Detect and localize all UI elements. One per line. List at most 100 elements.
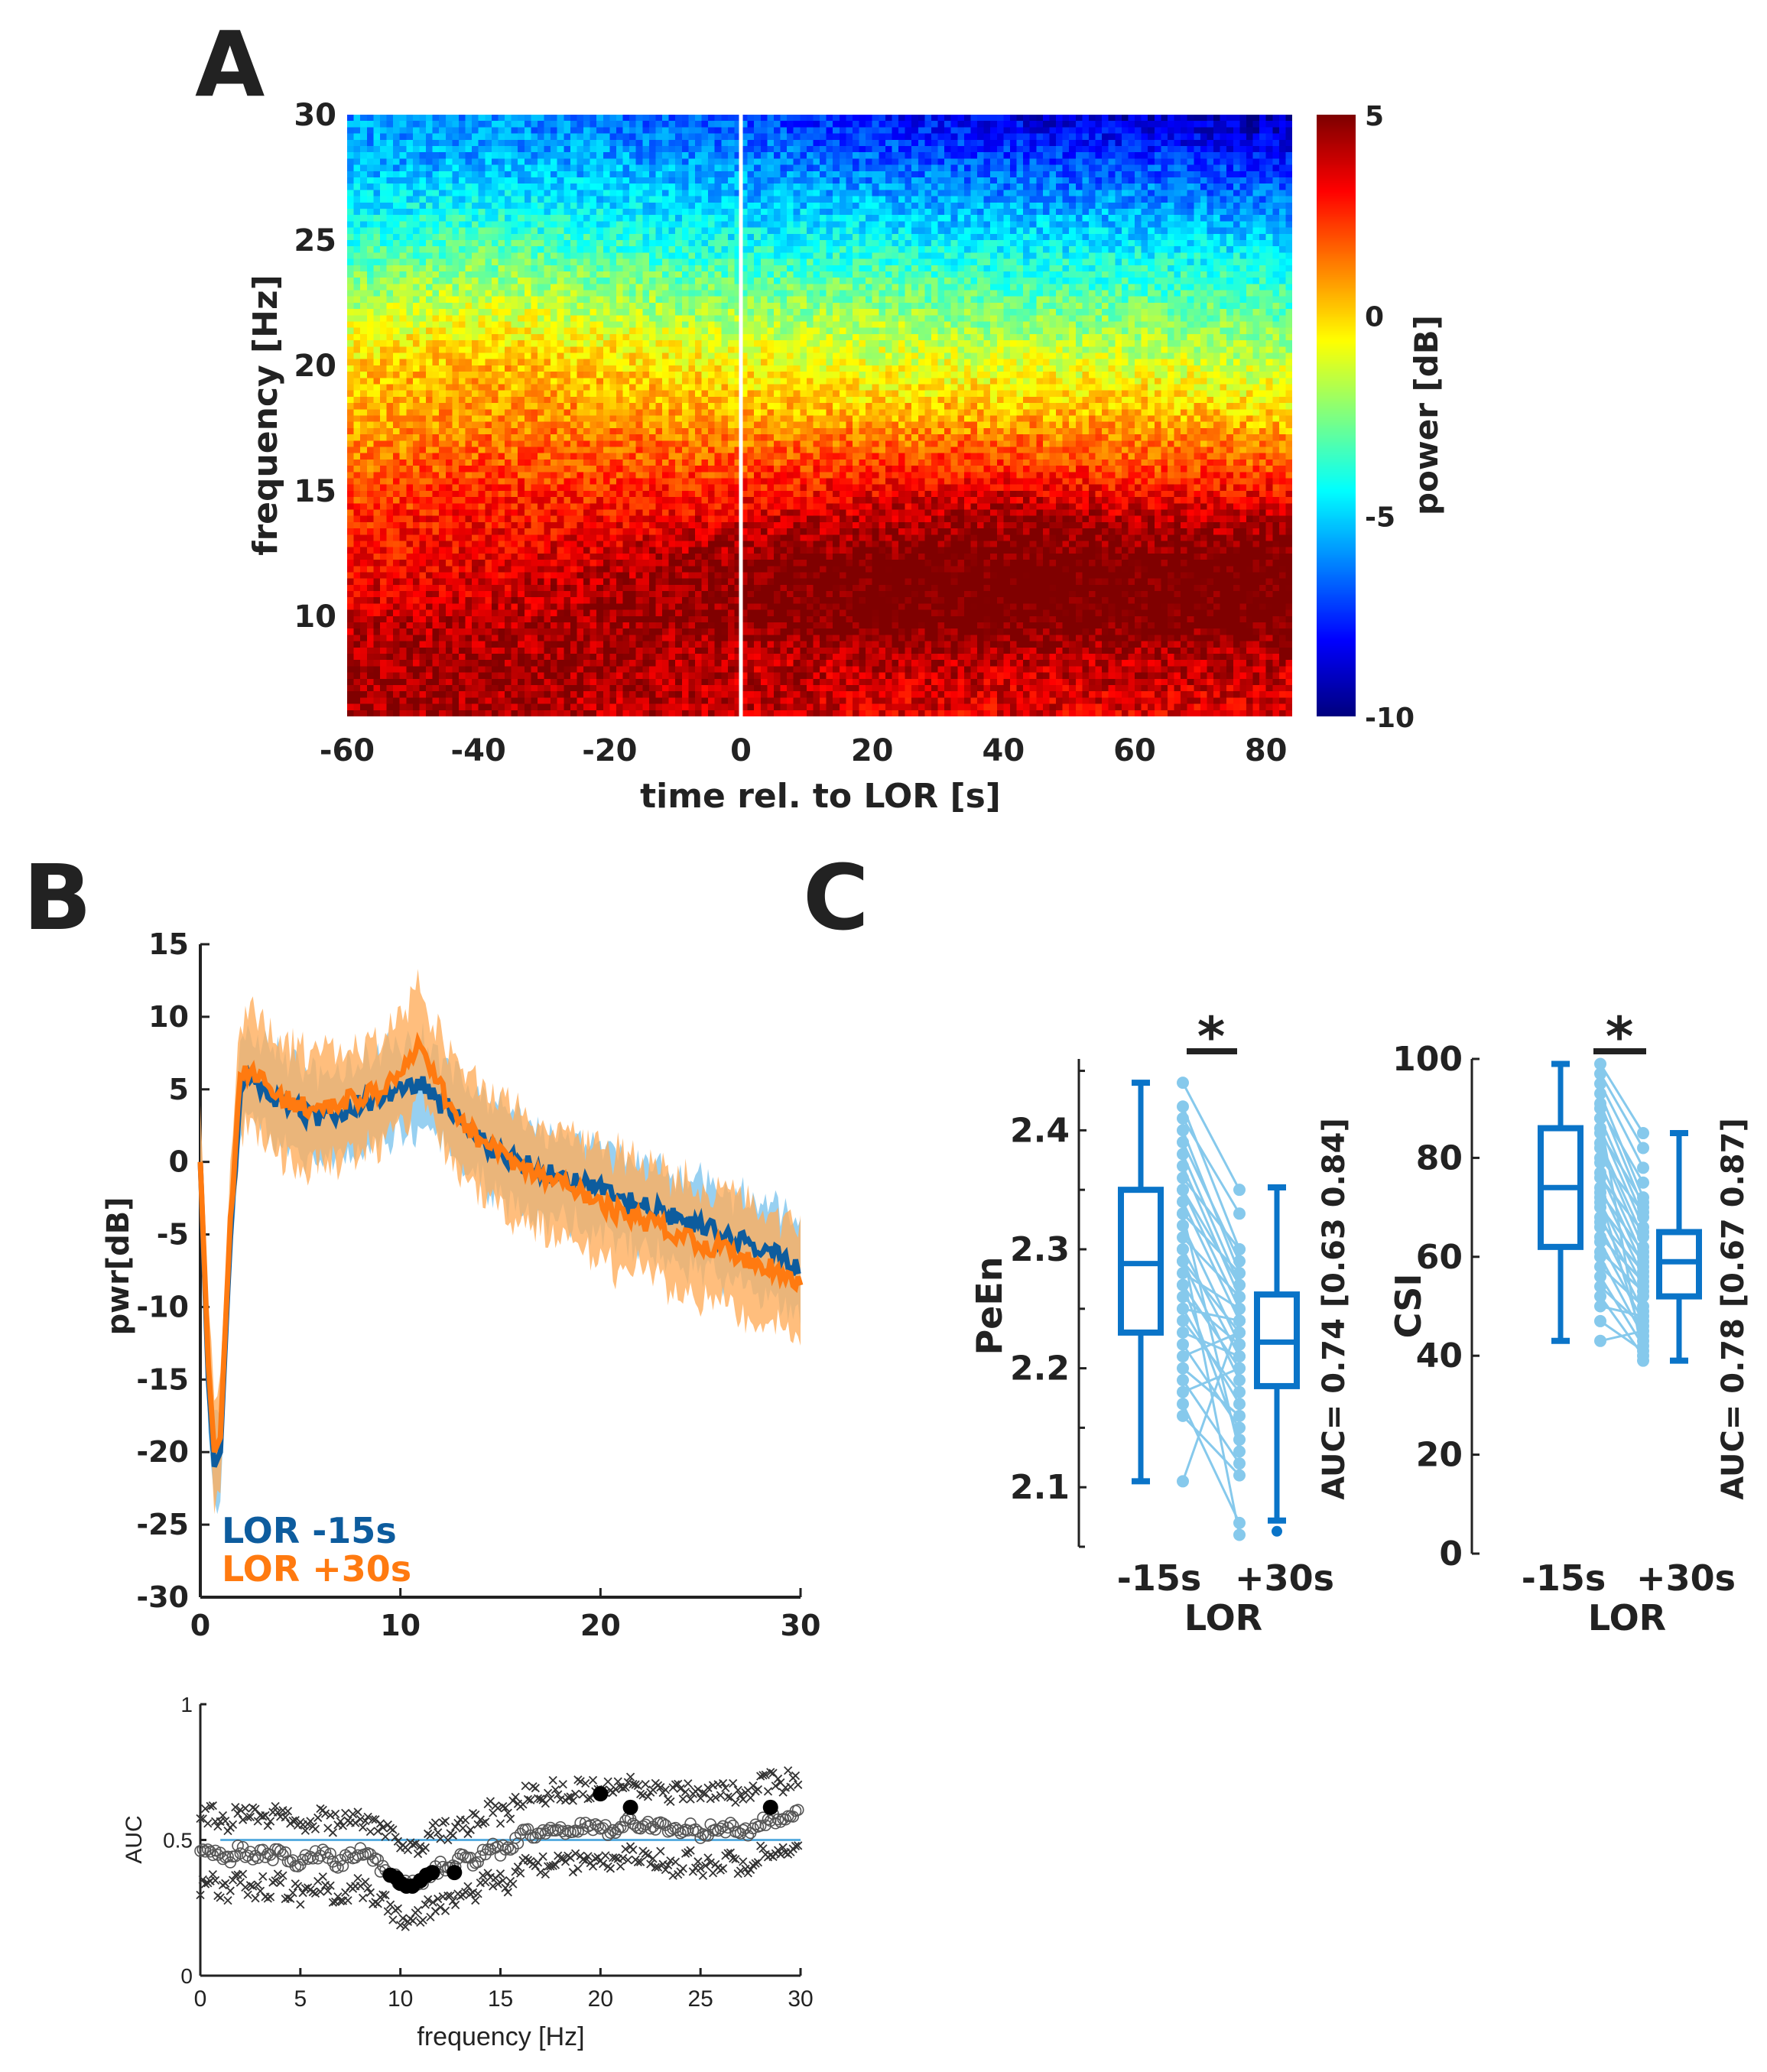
auc-ci-cross: [310, 1824, 320, 1833]
auc-ci-cross: [588, 1775, 598, 1785]
peen-pre-point: [1177, 1207, 1189, 1220]
auc-ci-cross: [693, 1857, 703, 1866]
peen-post-point: [1233, 1314, 1246, 1327]
auc-ci-cross: [621, 1844, 630, 1854]
auc-ci-cross: [606, 1864, 616, 1873]
auc-ci-cross: [536, 1868, 545, 1877]
auc-ci-cross: [773, 1846, 783, 1855]
auc-ci-cross: [258, 1872, 268, 1881]
auc-ci-cross: [208, 1870, 217, 1879]
auc-ci-cross: [503, 1888, 512, 1897]
auc-ci-cross: [693, 1785, 703, 1794]
auc-ci-cross: [773, 1774, 783, 1784]
auc-ci-cross: [428, 1898, 437, 1907]
auc-ci-cross: [731, 1798, 740, 1807]
auc-ci-cross: [481, 1817, 490, 1827]
auc-ci-cross: [749, 1781, 758, 1791]
auc-ci-cross: [243, 1813, 252, 1822]
peen-pair-line: [1181, 1379, 1241, 1464]
peen-pre-point: [1177, 1338, 1189, 1351]
peen-pair-line: [1181, 1106, 1241, 1250]
auc-ci-cross: [391, 1833, 400, 1842]
peen-pair-line: [1181, 1320, 1241, 1482]
peen-pre-point: [1177, 1326, 1189, 1339]
auc-ci-cross: [361, 1817, 370, 1826]
auc-ci-cross: [609, 1853, 618, 1863]
auc-ci-cross: [463, 1829, 473, 1839]
auc-ci-cross: [666, 1797, 675, 1807]
auc-ci-cross: [358, 1893, 368, 1903]
csi-post-point: [1637, 1245, 1649, 1258]
csi-pre-point: [1594, 1171, 1606, 1184]
auc-ci-cross: [238, 1869, 248, 1879]
auc-ci-cross: [613, 1777, 622, 1786]
auc-ci-cross: [226, 1886, 235, 1895]
peen-pre-point: [1177, 1171, 1189, 1184]
peen-post-point: [1233, 1207, 1246, 1220]
auc-ci-cross: [511, 1867, 520, 1876]
auc-ci-cross: [218, 1811, 228, 1820]
auc-ci-cross: [771, 1781, 780, 1791]
peen-ytick-label: 2.2: [1010, 1349, 1070, 1388]
auc-ci-cross: [533, 1794, 543, 1803]
auc-point: [194, 1845, 206, 1857]
auc-point: [619, 1814, 632, 1827]
auc-ci-cross: [538, 1852, 547, 1861]
auc-point: [319, 1846, 332, 1859]
auc-ci-cross: [541, 1869, 551, 1879]
auc-ci-cross: [336, 1817, 345, 1826]
peen-pre-point: [1177, 1124, 1189, 1137]
auc-ci-cross: [566, 1792, 575, 1801]
auc-ci-cross: [200, 1879, 210, 1889]
auc-ci-cross: [778, 1788, 788, 1797]
peen-pre-point: [1177, 1362, 1189, 1375]
auc-ci-cross: [646, 1859, 655, 1869]
auc-ci-cross: [310, 1889, 320, 1898]
auc-ci-cross: [698, 1871, 708, 1880]
csi-pair-line: [1599, 1063, 1645, 1134]
auc-ci-cross: [385, 1824, 395, 1833]
peen-post-point: [1233, 1421, 1246, 1434]
auc-ci-cross: [203, 1819, 213, 1828]
spectrogram-ytick-label: 30: [294, 98, 336, 133]
auc-ci-cross: [323, 1886, 333, 1895]
auc-ci-cross: [300, 1884, 310, 1893]
peen-pair-line: [1181, 1249, 1241, 1357]
auc-ci-cross: [766, 1768, 775, 1777]
auc-ci-cross: [686, 1846, 695, 1855]
auc-ci-cross: [343, 1895, 352, 1905]
auc-ci-cross: [586, 1794, 595, 1803]
peen-pre-point: [1177, 1398, 1189, 1411]
csi-pair-line: [1599, 1241, 1645, 1322]
auc-ci-cross: [461, 1888, 470, 1897]
csi-pre-point: [1594, 1191, 1606, 1204]
auc-ci-cross: [576, 1777, 585, 1786]
auc-ci-cross: [440, 1906, 450, 1915]
peen-pair-line: [1182, 1331, 1240, 1358]
auc-ci-cross: [273, 1807, 283, 1817]
csi-pre-point: [1594, 1201, 1606, 1214]
csi-ylabel: CSI: [1388, 1274, 1429, 1339]
spectrum-ytick-label: -20: [136, 1435, 189, 1469]
peen-pair-line: [1181, 1260, 1241, 1333]
auc-point: [671, 1824, 684, 1837]
auc-point: [472, 1856, 484, 1869]
spectrum-ytick-label: -25: [136, 1508, 189, 1541]
auc-ci-cross: [221, 1816, 230, 1826]
spectrum-ytick-label: 5: [169, 1073, 189, 1106]
peen-post-point: [1233, 1350, 1246, 1363]
peen-pair-line: [1181, 1189, 1241, 1286]
auc-xtick-label: 25: [687, 1986, 713, 2012]
auc-ci-cross: [674, 1779, 683, 1789]
auc-ci-cross: [196, 1814, 205, 1824]
csi-auc-text: AUC= 0.78 [0.67 0.87]: [1716, 1118, 1751, 1500]
auc-point: [541, 1824, 554, 1837]
peen-pre-point: [1177, 1374, 1189, 1387]
auc-ci-cross: [548, 1775, 557, 1785]
csi-pre-point: [1594, 1077, 1606, 1090]
auc-ci-cross: [286, 1894, 295, 1903]
csi-pre-point: [1594, 1102, 1606, 1115]
csi-pre-point: [1594, 1290, 1606, 1303]
auc-ci-cross: [450, 1900, 460, 1910]
